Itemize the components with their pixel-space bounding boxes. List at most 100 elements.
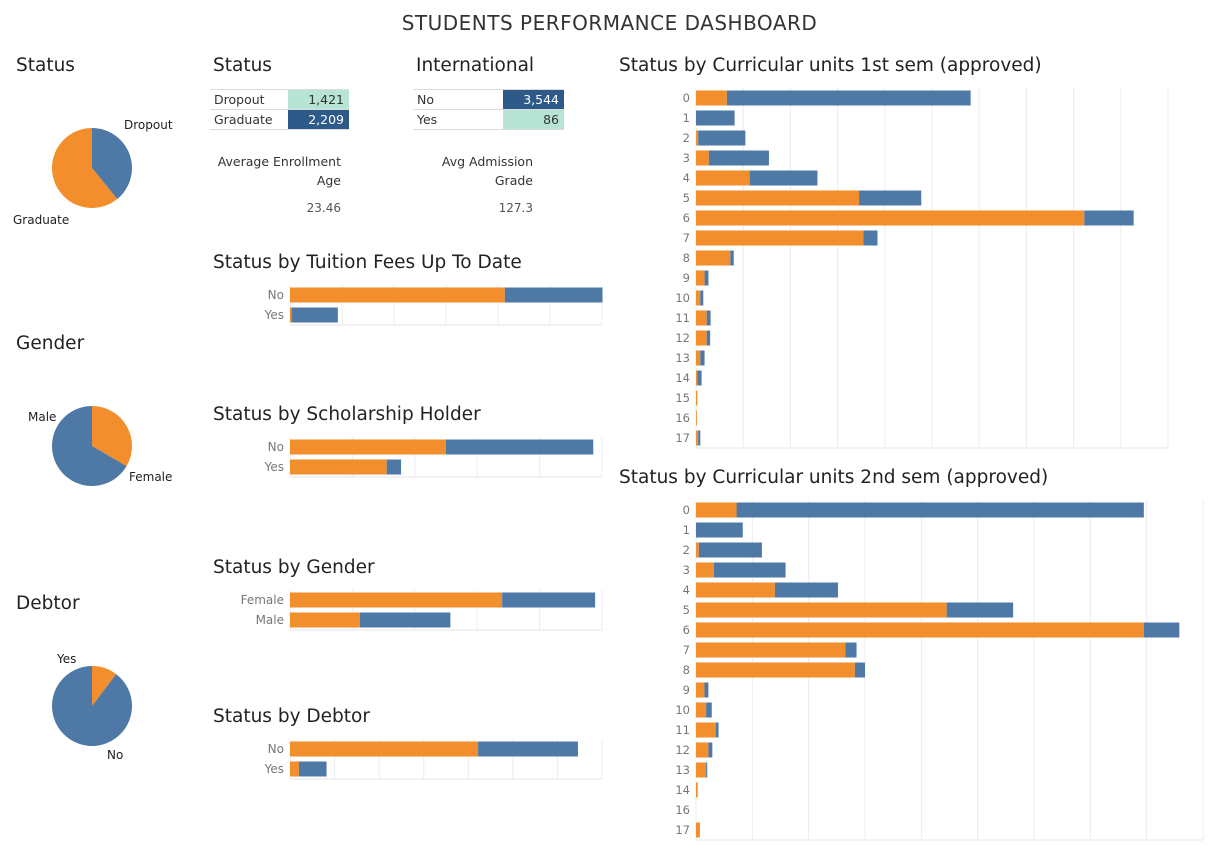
- pie-slice-male: [92, 406, 133, 467]
- bar-graduate: [446, 439, 594, 455]
- bar-dropout: [696, 130, 699, 146]
- category-label: 6: [683, 211, 690, 225]
- bar-dropout: [696, 702, 707, 718]
- status-table: Dropout 1,421 Graduate 2,209: [210, 89, 349, 130]
- tuition-chart-title: Status by Tuition Fees Up To Date: [213, 252, 522, 273]
- category-label: 14: [675, 783, 690, 797]
- bar-graduate: [706, 310, 711, 326]
- bar-dropout: [696, 602, 947, 618]
- scholarship-chart-title: Status by Scholarship Holder: [213, 404, 481, 425]
- table-row: Dropout 1,421: [210, 89, 349, 110]
- category-label: 10: [675, 291, 690, 305]
- bar-graduate: [845, 642, 857, 658]
- category-label: Female: [241, 593, 284, 607]
- bar-graduate: [359, 612, 451, 628]
- bar-graduate: [736, 502, 1144, 518]
- bar-dropout: [696, 310, 707, 326]
- sem1-chart-title: Status by Curricular units 1st sem (appr…: [619, 55, 1042, 76]
- debtor-pie-title: Debtor: [16, 593, 80, 614]
- admission-grade-label-line1: Avg Admission: [441, 154, 533, 169]
- status-pie-title: Status: [16, 55, 75, 76]
- pie-slice-dropout: [92, 128, 132, 200]
- category-label: Yes: [264, 460, 284, 474]
- bar-dropout: [696, 290, 701, 306]
- bar-graduate: [698, 542, 762, 558]
- category-label: 17: [675, 431, 690, 445]
- category-label: 2: [683, 543, 690, 557]
- pie-slice-no: [52, 666, 133, 746]
- table-row: No 3,544: [413, 89, 564, 110]
- status-row-value: 1,421: [288, 89, 349, 110]
- admission-grade-value: 127.3: [498, 201, 533, 215]
- bar-dropout: [290, 592, 503, 608]
- bar-graduate: [704, 682, 709, 698]
- bar-dropout: [696, 390, 698, 406]
- bar-dropout: [696, 742, 709, 758]
- bar-dropout: [290, 287, 505, 303]
- bar-graduate: [706, 702, 712, 718]
- category-label: 7: [683, 643, 690, 657]
- bar-dropout: [696, 622, 1144, 638]
- bar-dropout: [290, 439, 446, 455]
- bar-dropout: [290, 459, 387, 475]
- sem2-chart-title: Status by Curricular units 2nd sem (appr…: [619, 467, 1049, 488]
- status-pie-label-dropout: Dropout: [124, 118, 173, 132]
- category-label: 11: [675, 723, 690, 737]
- debtor-pie-label-yes: Yes: [56, 652, 76, 666]
- enrollment-age-value: 23.46: [306, 201, 341, 215]
- category-label: 9: [683, 271, 690, 285]
- bar-graduate: [698, 130, 746, 146]
- debtor-bar-chart: No Yes: [264, 739, 603, 780]
- category-label: No: [268, 288, 284, 302]
- bar-graduate: [298, 761, 327, 777]
- category-label: 13: [675, 351, 690, 365]
- category-label: 12: [675, 331, 690, 345]
- gender-chart-title: Status by Gender: [213, 557, 375, 578]
- category-label: 12: [675, 743, 690, 757]
- category-label: 4: [683, 171, 690, 185]
- international-row-label: No: [413, 89, 503, 110]
- category-label: 0: [683, 91, 690, 105]
- category-label: 10: [675, 703, 690, 717]
- bar-graduate: [502, 592, 596, 608]
- table-row: Yes 86: [413, 109, 564, 130]
- bar-graduate: [774, 582, 838, 598]
- category-label: 11: [675, 311, 690, 325]
- bar-dropout: [696, 270, 705, 286]
- international-row-value: 86: [503, 109, 564, 130]
- bar-dropout: [696, 762, 707, 778]
- debtor-pie-label-no: No: [107, 748, 123, 762]
- bar-graduate: [1143, 622, 1180, 638]
- category-label: 7: [683, 231, 690, 245]
- bar-dropout: [696, 582, 775, 598]
- category-label: 1: [683, 111, 690, 125]
- debtor-chart-title: Status by Debtor: [213, 706, 370, 727]
- admission-grade-label: Avg Admission Grade: [400, 152, 533, 190]
- enrollment-age-label-line1: Average Enrollment: [217, 154, 341, 169]
- table-row: Graduate 2,209: [210, 109, 349, 130]
- gender-pie-chart: Male Female: [28, 406, 172, 486]
- debtor-pie-chart: Yes No: [52, 652, 133, 762]
- bar-dropout: [696, 350, 701, 366]
- bar-dropout: [696, 230, 864, 246]
- category-label: 17: [675, 823, 690, 837]
- bar-graduate: [726, 90, 971, 106]
- enrollment-age-label: Average Enrollment Age: [200, 152, 341, 190]
- bar-graduate: [854, 662, 865, 678]
- bar-dropout: [696, 90, 727, 106]
- status-pie-chart: Dropout Graduate: [13, 118, 173, 227]
- bar-graduate: [706, 762, 708, 778]
- category-label: 5: [683, 603, 690, 617]
- bar-graduate: [698, 430, 701, 446]
- international-row-label: Yes: [413, 109, 503, 130]
- category-label: 5: [683, 191, 690, 205]
- bar-dropout: [696, 170, 750, 186]
- bar-dropout: [696, 662, 855, 678]
- bar-dropout: [696, 370, 698, 386]
- international-row-value: 3,544: [503, 89, 564, 110]
- pie-slice-yes: [92, 666, 117, 706]
- category-label: Yes: [264, 762, 284, 776]
- bar-graduate: [291, 307, 338, 323]
